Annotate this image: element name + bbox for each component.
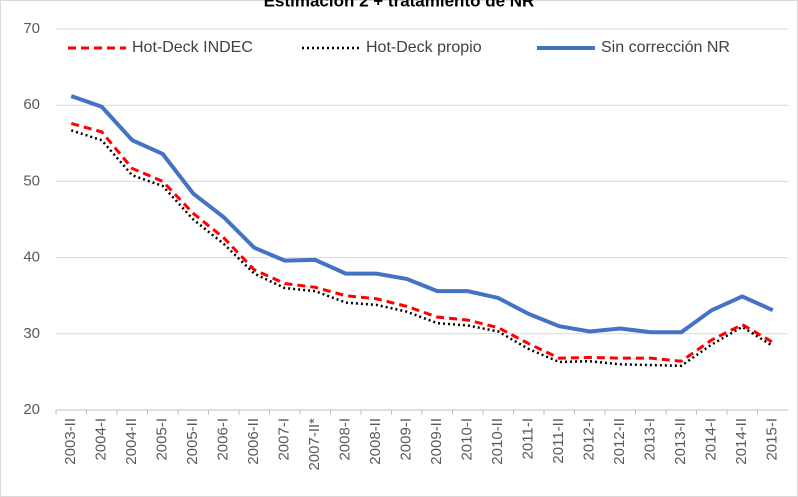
y-tick-label: 60	[23, 96, 40, 113]
x-tick-label: 2015-I	[764, 418, 781, 461]
x-tick-label: 2008-II	[367, 418, 384, 465]
y-tick-label: 30	[23, 325, 40, 342]
y-tick-label: 40	[23, 249, 40, 266]
x-tick-label: 2014-I	[703, 418, 720, 461]
x-tick-label: 2013-I	[642, 418, 659, 461]
x-tick-label: 2012-I	[581, 418, 598, 461]
x-tick-label: 2009-II	[428, 418, 445, 465]
line-series	[70, 129, 774, 368]
legend-label: Sin corrección NR	[601, 39, 730, 56]
x-tick-label: 2006-II	[245, 418, 262, 465]
y-tick-label: 50	[23, 172, 40, 189]
x-tick-label: 2005-I	[154, 418, 171, 461]
y-tick-label: 20	[23, 401, 40, 418]
x-tick-label: 2014-II	[733, 418, 750, 465]
x-tick-label: 2004-I	[93, 418, 110, 461]
x-tick-label: 2010-I	[459, 418, 476, 461]
y-tick-label: 70	[23, 20, 40, 37]
x-tick-label: 2005-II	[184, 418, 201, 465]
chart-title: Estimación 2 + tratamiento de NR	[264, 0, 535, 10]
x-tick-label: 2009-I	[398, 418, 415, 461]
x-tick-label: 2006-I	[215, 418, 232, 461]
line-series	[70, 122, 774, 363]
x-tick-label: 2011-I	[520, 418, 537, 459]
legend-label: Hot-Deck INDEC	[132, 39, 253, 56]
x-tick-label: 2008-I	[337, 418, 354, 461]
legend: Hot-Deck INDEC Hot-Deck propio Sin correcc…	[68, 39, 730, 56]
x-tick-label: 2003-II	[62, 418, 79, 465]
x-tick-label: 2013-II	[672, 418, 689, 465]
x-tick-label: 2010-II	[489, 418, 506, 465]
x-tick-label: 2007-I	[276, 418, 293, 461]
x-tick-label: 2007-II*	[306, 418, 323, 471]
x-tick-label: 2011-II	[550, 418, 567, 464]
line-series	[70, 94, 774, 335]
x-tick-label: 2012-II	[611, 418, 628, 465]
x-tick-label: 2004-II	[123, 418, 140, 465]
legend-label: Hot-Deck propio	[366, 39, 482, 56]
